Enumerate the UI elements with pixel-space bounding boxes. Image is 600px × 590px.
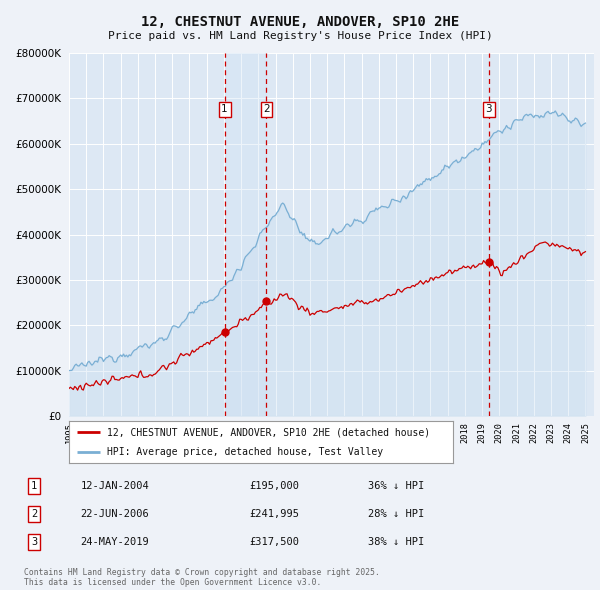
Text: 12, CHESTNUT AVENUE, ANDOVER, SP10 2HE: 12, CHESTNUT AVENUE, ANDOVER, SP10 2HE — [141, 15, 459, 29]
Text: Price paid vs. HM Land Registry's House Price Index (HPI): Price paid vs. HM Land Registry's House … — [107, 31, 493, 41]
Text: £195,000: £195,000 — [250, 481, 299, 491]
Text: 1: 1 — [221, 104, 228, 114]
Text: Contains HM Land Registry data © Crown copyright and database right 2025.
This d: Contains HM Land Registry data © Crown c… — [24, 568, 380, 587]
Text: 12-JAN-2004: 12-JAN-2004 — [80, 481, 149, 491]
Text: 1: 1 — [31, 481, 37, 491]
Text: 28% ↓ HPI: 28% ↓ HPI — [368, 509, 424, 519]
Text: 24-MAY-2019: 24-MAY-2019 — [80, 537, 149, 547]
Text: 2: 2 — [263, 104, 270, 114]
Text: 2: 2 — [31, 509, 37, 519]
Text: £317,500: £317,500 — [250, 537, 299, 547]
Text: HPI: Average price, detached house, Test Valley: HPI: Average price, detached house, Test… — [107, 447, 383, 457]
Text: 22-JUN-2006: 22-JUN-2006 — [80, 509, 149, 519]
Text: 3: 3 — [485, 104, 492, 114]
Text: 36% ↓ HPI: 36% ↓ HPI — [368, 481, 424, 491]
Bar — [224, 53, 266, 416]
Text: £241,995: £241,995 — [250, 509, 299, 519]
Text: 38% ↓ HPI: 38% ↓ HPI — [368, 537, 424, 547]
Text: 3: 3 — [31, 537, 37, 547]
Text: 12, CHESTNUT AVENUE, ANDOVER, SP10 2HE (detached house): 12, CHESTNUT AVENUE, ANDOVER, SP10 2HE (… — [107, 427, 431, 437]
